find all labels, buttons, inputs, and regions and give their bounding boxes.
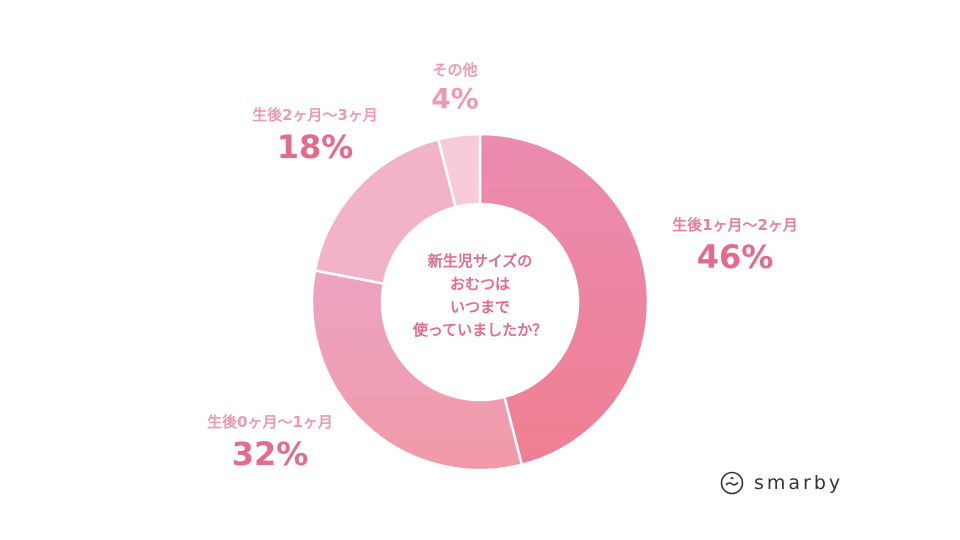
slice-percent: 18% <box>276 128 354 166</box>
slice-other <box>436 132 482 209</box>
center-title-line: いつまで <box>449 298 510 316</box>
center-title: 新生児サイズの おむつは いつまで 使っていましたか？ <box>380 250 580 342</box>
smarby-logo-icon <box>720 471 744 495</box>
brand-logo: smarby <box>720 470 843 496</box>
slice-label-1-2-months: 生後1ヶ月〜2ヶ月 46% <box>640 215 830 277</box>
slice-label-other: その他 4% <box>400 60 510 116</box>
center-title-line: 使っていましたか？ <box>412 321 548 339</box>
brand-name: smarby <box>754 472 844 494</box>
slice-category: 生後0ヶ月〜1ヶ月 <box>207 413 333 431</box>
slice-1-2-months <box>478 132 650 467</box>
slice-category: 生後2ヶ月〜3ヶ月 <box>252 106 378 124</box>
slice-label-2-3-months: 生後2ヶ月〜3ヶ月 18% <box>220 105 410 167</box>
center-title-line: 新生児サイズの <box>427 252 533 270</box>
slice-category: 生後1ヶ月〜2ヶ月 <box>672 216 798 234</box>
slice-category: その他 <box>432 61 478 79</box>
slice-label-0-1-months: 生後0ヶ月〜1ヶ月 32% <box>175 412 365 474</box>
slice-percent: 32% <box>231 435 309 473</box>
center-title-line: おむつは <box>449 275 510 293</box>
slice-percent: 4% <box>431 82 479 115</box>
slice-0-1-months <box>310 269 524 472</box>
slice-percent: 46% <box>696 238 774 276</box>
